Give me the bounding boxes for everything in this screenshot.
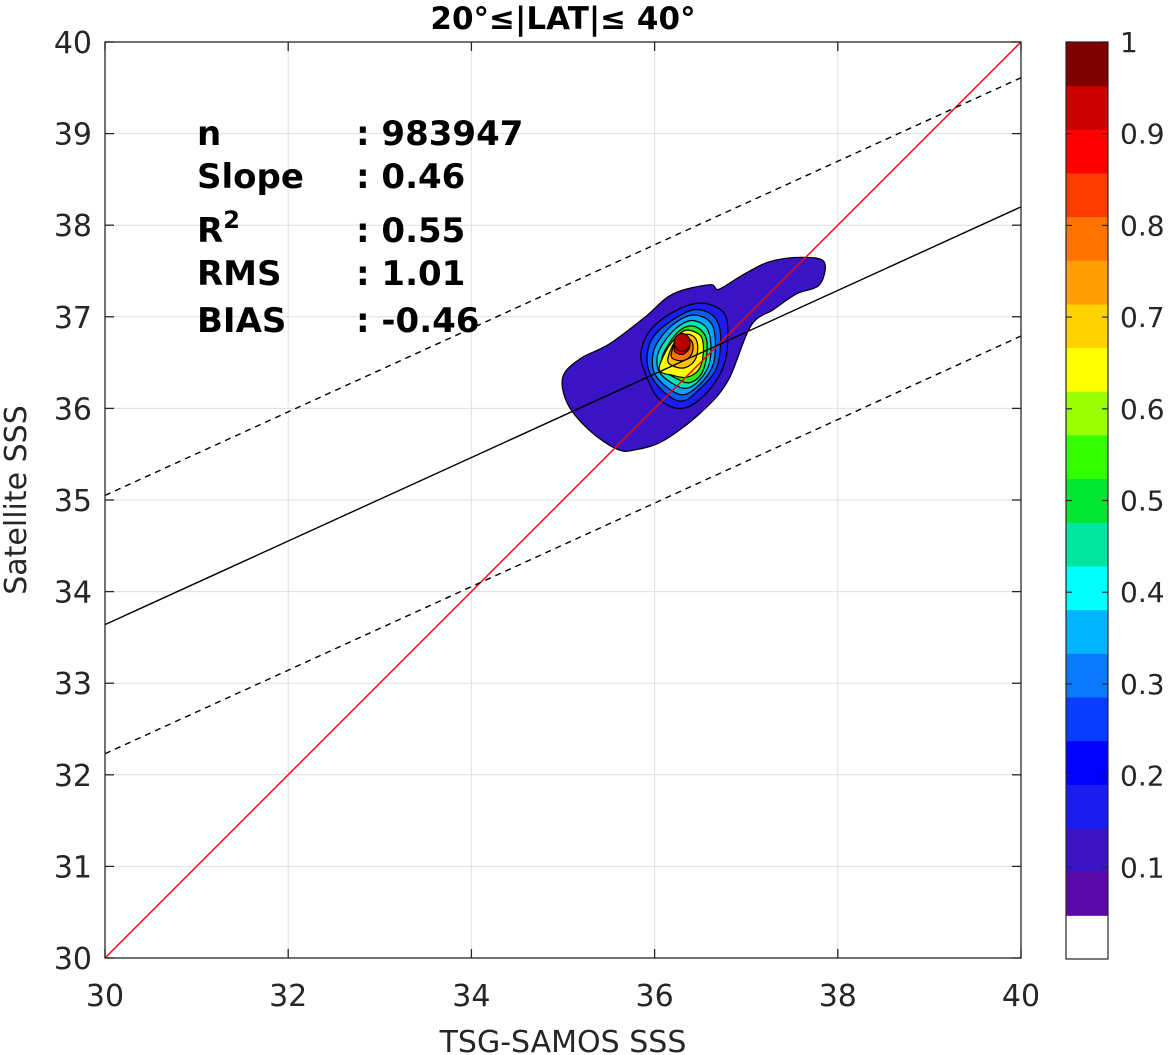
y-tick-label: 35 [54,484,92,519]
one-to-one-line [104,41,1022,959]
x-tick-label: 34 [452,979,490,1014]
upper-bound-line [104,77,1022,497]
colorbar-segment [1066,566,1108,611]
y-tick-label: 37 [54,301,92,336]
colorbar-segment [1066,85,1108,130]
colorbar-tick-label: 0.7 [1120,301,1165,334]
colorbar-segment [1066,828,1108,873]
y-tick-label: 32 [54,759,92,794]
colorbar-segment [1066,915,1108,960]
density-contours [561,256,826,452]
stat-value: : 1.01 [356,254,465,294]
stat-value: : 0.55 [356,211,465,251]
colorbar-tick-label: 0.6 [1120,393,1165,426]
y-axis-title: Satellite SSS [0,405,34,595]
axes-frame [104,41,1022,959]
colorbar-segment [1066,173,1108,218]
x-tick-labels: 30 32 34 36 38 40 [86,979,1040,1014]
colorbar-segment [1066,260,1108,305]
x-tick-label: 30 [86,979,124,1014]
colorbar-segment [1066,42,1108,87]
colorbar-segment [1066,347,1108,392]
x-tick-label: 36 [636,979,674,1014]
density-peak [673,332,691,352]
stat-label: Slope [197,157,304,197]
fit-lines [104,41,1022,959]
colorbar-tick-label: 0.9 [1120,118,1165,151]
colorbar-segment [1066,697,1108,742]
x-tick-label: 32 [269,979,307,1014]
colorbar-segment [1066,391,1108,436]
colorbar-tick-label: 0.3 [1120,668,1165,701]
y-tick-label: 33 [54,667,92,702]
colorbar-tick-label: 0.5 [1120,485,1165,518]
colorbar-segment [1066,522,1108,567]
y-tick-label: 36 [54,392,92,427]
stats-annotation: n : 983947 Slope : 0.46 R2 : 0.55 RMS : 1.01 BIA… [197,114,523,341]
colorbar-segment [1066,740,1108,785]
stat-label: BIAS [197,301,286,341]
stat-label: R2 [197,206,240,251]
x-tick-label: 40 [1002,979,1040,1014]
colorbar-segment [1066,653,1108,698]
stat-label: n [197,114,221,154]
colorbar-tick-label: 0.8 [1120,209,1165,242]
stat-value: : 983947 [356,114,523,154]
colorbar-segment [1066,784,1108,829]
y-tick-label: 38 [54,209,92,244]
stat-value: : 0.46 [356,157,465,197]
colorbar-tick-label: 1 [1120,26,1138,59]
colorbar-segment [1066,129,1108,174]
colorbar-tick-label: 0.4 [1120,576,1165,609]
colorbar-segment [1066,216,1108,261]
y-tick-labels: 30 31 32 33 34 35 36 37 38 39 40 [54,26,92,977]
colorbar-segment [1066,304,1108,349]
colorbar-tick-label: 0.2 [1120,760,1165,793]
colorbar-segment [1066,609,1108,654]
colorbar-segment [1066,478,1108,523]
y-tick-label: 31 [54,850,92,885]
colorbar-segment [1066,871,1108,916]
y-tick-label: 40 [54,26,92,61]
x-tick-label: 38 [819,979,857,1014]
y-tick-label: 39 [54,118,92,153]
regression-line [104,206,1022,626]
colorbar-tick-label: 0.1 [1120,851,1165,884]
colorbar: 0.1 0.2 0.3 0.4 0.5 0.6 0.7 0.8 0.9 1 [1065,26,1165,960]
chart-title: 20°≤|LAT|≤ 40° [430,1,695,37]
y-tick-label: 34 [54,576,92,611]
colorbar-segment [1066,435,1108,480]
x-axis-title: TSG-SAMOS SSS [439,1025,687,1055]
lower-bound-line [104,335,1022,755]
stat-label: RMS [197,254,282,294]
y-tick-label: 30 [54,942,92,977]
stat-value: : -0.46 [356,301,479,341]
